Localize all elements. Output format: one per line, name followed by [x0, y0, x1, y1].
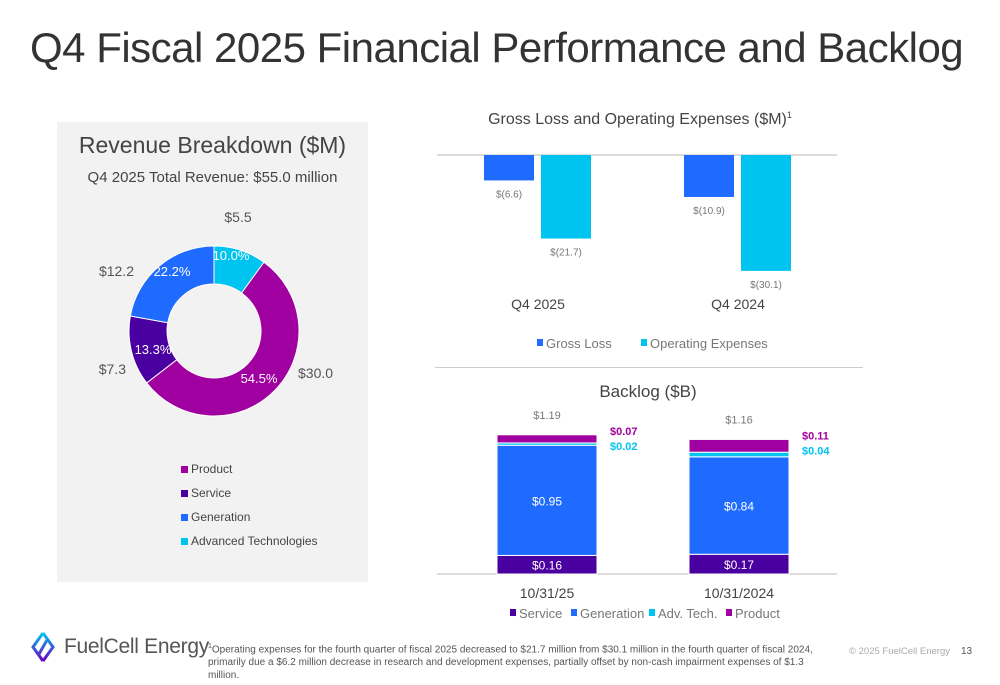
legend-label: Gross Loss — [546, 336, 612, 351]
slice-value-label: $12.2 — [99, 263, 134, 279]
legend-swatch — [649, 609, 655, 616]
slice-percent-label: 22.2% — [154, 264, 191, 279]
company-logo: FuelCell Energy — [30, 632, 209, 662]
copyright: © 2025 FuelCell Energy — [849, 646, 950, 657]
product-value-label: $0.07 — [610, 426, 638, 438]
total-label: $1.19 — [533, 410, 561, 422]
bar-operating-expenses — [741, 155, 791, 271]
advtech-value-label: $0.02 — [610, 441, 638, 453]
bar-value-label: $(6.6) — [496, 189, 522, 200]
donut-slice-product — [145, 261, 300, 417]
backlog-title: Backlog ($B) — [599, 382, 696, 401]
x-tick-label: 10/31/25 — [520, 585, 575, 601]
segment-value-label: $0.95 — [532, 494, 562, 508]
legend-label: Generation — [191, 510, 251, 524]
page-title: Q4 Fiscal 2025 Financial Performance and… — [30, 24, 964, 71]
slice-value-label: $7.3 — [99, 361, 126, 377]
segment-value-label: $0.17 — [724, 558, 754, 572]
product-value-label: $0.11 — [802, 430, 829, 442]
legend-item: Service — [181, 486, 318, 500]
legend-swatch — [181, 537, 188, 545]
bar-segment-product — [496, 434, 598, 444]
slice-percent-label: 54.5% — [241, 371, 278, 386]
bar-gross-loss — [684, 155, 734, 197]
legend-label: Advanced Technologies — [191, 534, 318, 548]
legend-item: Advanced Technologies — [181, 534, 318, 548]
revenue-chart-title: Revenue Breakdown ($M) — [78, 132, 347, 158]
legend-swatch — [181, 465, 188, 473]
segment-value-label: $0.84 — [724, 500, 754, 514]
revenue-donut-chart: 10.0% $5.5 54.5% $30.0 13.3% $7.3 22.2% $12.2 — [99, 209, 333, 417]
legend-label: Service — [191, 486, 232, 500]
bar-operating-expenses — [541, 155, 591, 239]
revenue-legend: Product Service Generation Advanced Technol… — [181, 462, 318, 558]
legend-swatch — [181, 489, 188, 497]
advtech-value-label: $0.04 — [802, 445, 830, 457]
legend-label: Product — [735, 606, 780, 621]
legend-swatch — [726, 609, 732, 616]
logo-text: FuelCell Energy — [64, 635, 209, 658]
bar-gross-loss — [484, 155, 534, 181]
donut-slice-generation — [129, 245, 215, 324]
page-number: 13 — [961, 646, 973, 657]
slice-value-label: $5.5 — [224, 209, 251, 225]
footnote: 1Operating expenses for the fourth quart… — [208, 643, 813, 682]
legend-item: Product — [181, 462, 318, 476]
legend-swatch — [641, 339, 647, 346]
revenue-chart-subtitle: Q4 2025 Total Revenue: $55.0 million — [87, 169, 338, 186]
legend-label: Service — [519, 606, 562, 621]
backlog-chart: Backlog ($B) $0.16 $0.95 $1.19 $0.07 $0.02 10… — [437, 382, 837, 621]
x-tick-label: Q4 2024 — [711, 296, 765, 312]
slice-percent-label: 13.3% — [135, 342, 172, 357]
bar-segment-adv-tech- — [688, 451, 790, 458]
bar-value-label: $(21.7) — [550, 248, 582, 259]
fuelcell-logo-icon — [31, 632, 55, 662]
legend-label: Operating Expenses — [650, 336, 768, 351]
legend-label: Product — [191, 462, 233, 476]
bar-segment-product — [688, 438, 790, 453]
legend-swatch — [510, 609, 516, 616]
divider — [435, 367, 863, 368]
legend-swatch — [181, 513, 188, 521]
gross-loss-chart: Gross Loss and Operating Expenses ($M)1 … — [437, 110, 837, 351]
x-tick-label: 10/31/2024 — [704, 585, 774, 601]
legend-swatch — [571, 609, 577, 616]
bar-value-label: $(30.1) — [750, 280, 782, 291]
bar-segment-generation — [688, 456, 790, 555]
legend-item: Generation — [181, 510, 318, 524]
bar-value-label: $(10.9) — [693, 206, 725, 217]
legend-swatch — [537, 339, 543, 346]
legend-label: Generation — [580, 606, 644, 621]
bar-segment-generation — [496, 444, 598, 556]
segment-value-label: $0.16 — [532, 559, 562, 573]
legend-label: Adv. Tech. — [658, 606, 718, 621]
gross-loss-title: Gross Loss and Operating Expenses ($M)1 — [488, 110, 792, 128]
slice-value-label: $30.0 — [298, 365, 333, 381]
x-tick-label: Q4 2025 — [511, 296, 565, 312]
slice-percent-label: 10.0% — [213, 248, 250, 263]
revenue-panel: Revenue Breakdown ($M) Q4 2025 Total Rev… — [57, 122, 368, 582]
total-label: $1.16 — [725, 414, 753, 426]
